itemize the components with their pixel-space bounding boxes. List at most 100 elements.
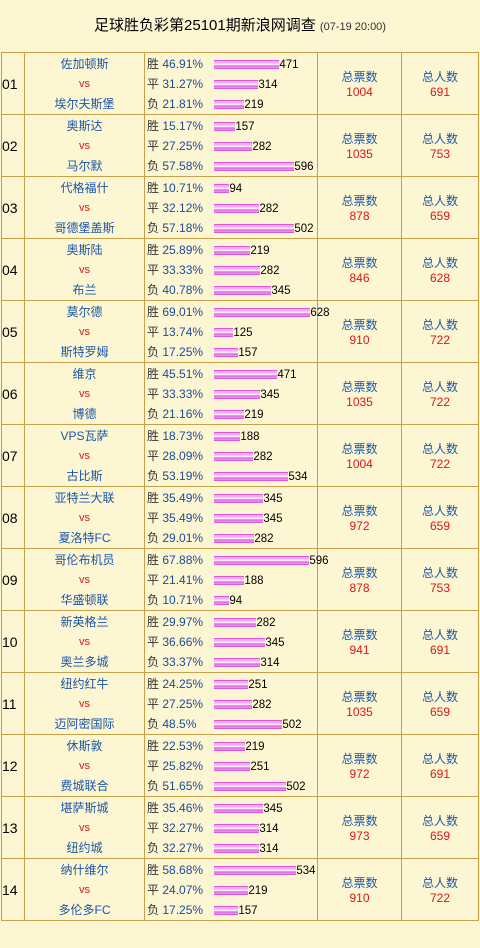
draw-bar [214,79,259,89]
win-row: 胜 25.89% 219 [145,240,317,260]
vote-bars: 胜 24.25% 251 平 27.25% 282 负 48.5% 502 [144,672,318,735]
total-votes-value: 910 [349,333,370,347]
survey-rows: 01 佐加顿斯 vs 埃尔夫斯堡 胜 46.91% 471 平 31.27% 314 负 21.… [1,52,479,921]
match-row: 11 纽约红牛 vs 迈阿密国际 胜 24.25% 251 平 27.25% 282 负 48.… [1,672,479,735]
away-team[interactable]: 哥德堡盖斯 [54,220,115,235]
total-people-cell: 总人数 691 [401,734,479,797]
away-team[interactable]: 奥兰多城 [60,654,109,669]
total-votes-cell: 总票数 941 [317,610,402,673]
away-team[interactable]: 古比斯 [66,468,103,483]
home-team[interactable]: 新英格兰 [60,614,109,629]
total-votes-cell: 总票数 1035 [317,362,402,425]
home-team[interactable]: 佐加顿斯 [60,56,109,71]
match-number: 10 [1,610,25,673]
total-people-label: 总人数 [421,752,458,766]
away-team[interactable]: 纽约城 [66,840,103,855]
away-team[interactable]: 费城联合 [60,778,109,793]
win-count: 188 [240,430,260,443]
match-teams: 莫尔德 vs 斯特罗姆 [24,300,145,363]
page-title: 足球胜负彩第25101期新浪网调查 (07-19 20:00) [0,0,480,52]
loss-label: 负 [147,654,160,669]
draw-count: 314 [259,822,279,835]
total-votes-value: 1035 [346,147,373,161]
win-count: 471 [277,368,297,381]
draw-count: 125 [233,326,253,339]
loss-bar [214,905,239,915]
vs-label: vs [79,635,90,648]
win-label: 胜 [147,118,160,133]
total-votes-label: 总票数 [341,318,378,332]
draw-row: 平 36.66% 345 [145,632,317,652]
away-team[interactable]: 华盛顿联 [60,592,109,607]
total-people-label: 总人数 [421,256,458,270]
draw-count: 251 [250,760,270,773]
loss-bar [214,657,261,667]
win-count: 282 [256,616,276,629]
total-votes-label: 总票数 [341,628,378,642]
away-team[interactable]: 布兰 [72,282,97,297]
home-team[interactable]: 莫尔德 [66,304,103,319]
total-votes-value: 910 [349,891,370,905]
win-count: 157 [235,120,255,133]
draw-label: 平 [147,572,160,587]
home-team[interactable]: 堪萨斯城 [60,800,109,815]
draw-count: 282 [252,140,272,153]
match-row: 07 VPS瓦萨 vs 古比斯 胜 18.73% 188 平 28.09% 282 负 53.1… [1,424,479,487]
win-percent: 15.17% [162,118,204,133]
home-team[interactable]: 纽约红牛 [60,676,109,691]
loss-row: 负 10.71% 94 [145,590,317,610]
match-teams: 纳什维尔 vs 多伦多FC [24,858,145,921]
win-count: 345 [263,802,283,815]
home-team[interactable]: 哥伦布机员 [54,552,115,567]
win-count: 534 [296,864,316,877]
away-team[interactable]: 马尔默 [66,158,103,173]
draw-percent: 25.82% [162,758,204,773]
home-team[interactable]: 代格福什 [60,180,109,195]
survey-title: 足球胜负彩第25101期新浪网调查 [94,17,316,34]
away-team[interactable]: 埃尔夫斯堡 [54,96,115,111]
home-team[interactable]: 奥斯陆 [66,242,103,257]
home-team[interactable]: 奥斯达 [66,118,103,133]
draw-row: 平 32.27% 314 [145,818,317,838]
vote-bars: 胜 25.89% 219 平 33.33% 282 负 40.78% 345 [144,238,318,301]
loss-bar [214,161,295,171]
away-team[interactable]: 多伦多FC [58,902,111,917]
vs-label: vs [79,201,90,214]
total-people-value: 659 [429,705,451,719]
away-team[interactable]: 博德 [72,406,97,421]
away-team[interactable]: 迈阿密国际 [54,716,115,731]
vote-bars: 胜 35.49% 345 平 35.49% 345 负 29.01% 282 [144,486,318,549]
win-percent: 25.89% [162,242,204,257]
vote-bars: 胜 46.91% 471 平 31.27% 314 负 21.81% 219 [144,52,318,115]
match-number: 02 [1,114,25,177]
total-votes-label: 总票数 [341,876,378,890]
home-team[interactable]: 休斯敦 [66,738,103,753]
draw-row: 平 33.33% 345 [145,384,317,404]
match-row: 12 休斯敦 vs 费城联合 胜 22.53% 219 平 25.82% 251 负 51.65… [1,734,479,797]
vote-bars: 胜 35.46% 345 平 32.27% 314 负 32.27% 314 [144,796,318,859]
total-votes-value: 1004 [346,457,373,471]
win-label: 胜 [147,366,160,381]
total-votes-cell: 总票数 972 [317,486,402,549]
win-count: 345 [263,492,283,505]
total-votes-value: 973 [349,829,370,843]
away-team[interactable]: 斯特罗姆 [60,344,109,359]
loss-label: 负 [147,592,160,607]
win-label: 胜 [147,428,160,443]
loss-percent: 51.65% [162,778,204,793]
loss-count: 219 [244,408,264,421]
draw-percent: 31.27% [162,76,204,91]
draw-label: 平 [147,386,160,401]
total-people-value: 722 [429,891,451,905]
home-team[interactable]: 维京 [72,366,97,381]
win-label: 胜 [147,304,160,319]
home-team[interactable]: 纳什维尔 [60,862,109,877]
away-team[interactable]: 夏洛特FC [58,530,111,545]
home-team[interactable]: 亚特兰大联 [54,490,115,505]
home-team[interactable]: VPS瓦萨 [60,428,109,443]
match-number: 01 [1,52,25,115]
draw-count: 188 [244,574,264,587]
loss-count: 157 [238,904,258,917]
draw-row: 平 27.25% 282 [145,136,317,156]
total-people-cell: 总人数 722 [401,362,479,425]
